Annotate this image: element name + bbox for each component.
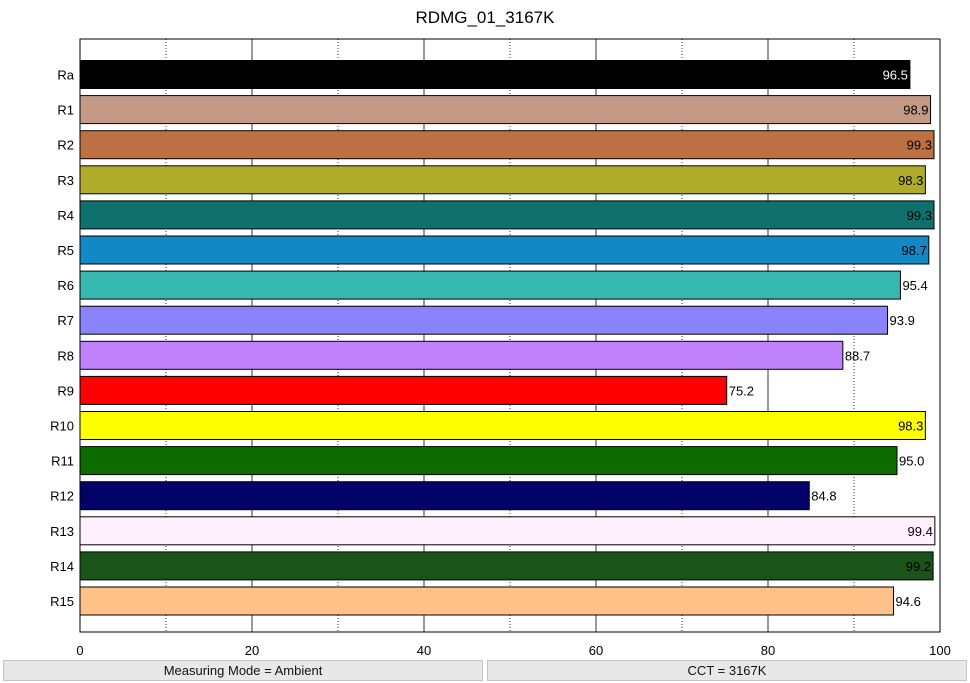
x-tick-label: 0 [76, 643, 83, 658]
x-tick-label: 100 [929, 643, 951, 658]
bar-r5 [79, 235, 930, 265]
bar-r8 [79, 340, 844, 370]
bar-value-label: 98.7 [902, 243, 927, 258]
x-tick-label: 60 [589, 643, 603, 658]
bar-value-label: 75.2 [729, 383, 754, 398]
y-tick-label: R1 [57, 103, 74, 118]
measuring-mode-field: Measuring Mode = Ambient [3, 660, 483, 681]
x-tick-label: 20 [245, 643, 259, 658]
bar-r4 [79, 200, 935, 230]
y-tick-label: Ra [57, 68, 74, 83]
y-tick-label: R7 [57, 313, 74, 328]
y-tick-label: R10 [50, 419, 74, 434]
bar-r10 [79, 411, 926, 440]
chart-title: RDMG_01_3167K [416, 8, 556, 27]
bar-r11 [79, 446, 898, 476]
bar-r1 [79, 95, 932, 125]
y-tick-label: R3 [57, 173, 74, 188]
bar-r15 [79, 586, 895, 616]
y-tick-label: R9 [57, 383, 74, 398]
y-tick-label: R14 [50, 559, 74, 574]
bar-value-label: 84.8 [811, 489, 836, 504]
bar-r14 [79, 551, 934, 581]
bar-value-label: 95.0 [899, 454, 924, 469]
y-tick-label: R13 [50, 524, 74, 539]
bar-value-label: 99.2 [906, 559, 931, 574]
bar-value-label: 94.6 [896, 594, 921, 609]
y-tick-label: R6 [57, 278, 74, 293]
status-bar: Measuring Mode = Ambient CCT = 3167K [0, 659, 970, 683]
bar-r6 [79, 270, 901, 300]
bar-value-label: 93.9 [890, 313, 915, 328]
x-tick-label: 80 [761, 643, 775, 658]
y-tick-label: R2 [57, 138, 74, 153]
bar-value-label: 95.4 [902, 278, 927, 293]
bar-r13 [79, 516, 936, 546]
bar-value-label: 88.7 [845, 348, 870, 363]
bar-r3 [79, 165, 926, 195]
y-tick-label: R4 [57, 208, 74, 223]
bar-ra [79, 60, 911, 89]
bar-value-label: 98.3 [898, 419, 923, 434]
y-tick-label: R11 [51, 454, 74, 469]
bar-value-label: 98.3 [898, 173, 923, 188]
y-tick-label: R8 [57, 348, 74, 363]
cct-field: CCT = 3167K [487, 660, 967, 681]
bar-value-label: 96.5 [883, 68, 908, 83]
bar-value-label: 99.4 [908, 524, 933, 539]
bar-chart: RDMG_01_3167K 0 20 40 60 80 100 Ra 96.5 R1 98.9 R2… [50, 8, 951, 659]
x-tick-label: 40 [417, 643, 431, 658]
bar-r12 [79, 481, 810, 511]
y-tick-label: R5 [57, 243, 74, 258]
bar-value-label: 99.3 [907, 208, 932, 223]
plot-area-frame [79, 38, 941, 633]
y-tick-label: R15 [50, 594, 74, 609]
bar-r2 [79, 130, 935, 160]
bar-r9 [79, 375, 728, 405]
bar-value-label: 99.3 [907, 138, 932, 153]
bar-r7 [79, 305, 889, 335]
axes: 0 20 40 60 80 100 Ra 96.5 R1 98.9 R2 99.3 R3 98.3 R4 99… [50, 68, 951, 659]
bars [79, 60, 936, 616]
y-tick-label: R12 [50, 489, 74, 504]
bar-value-label: 98.9 [903, 103, 928, 118]
